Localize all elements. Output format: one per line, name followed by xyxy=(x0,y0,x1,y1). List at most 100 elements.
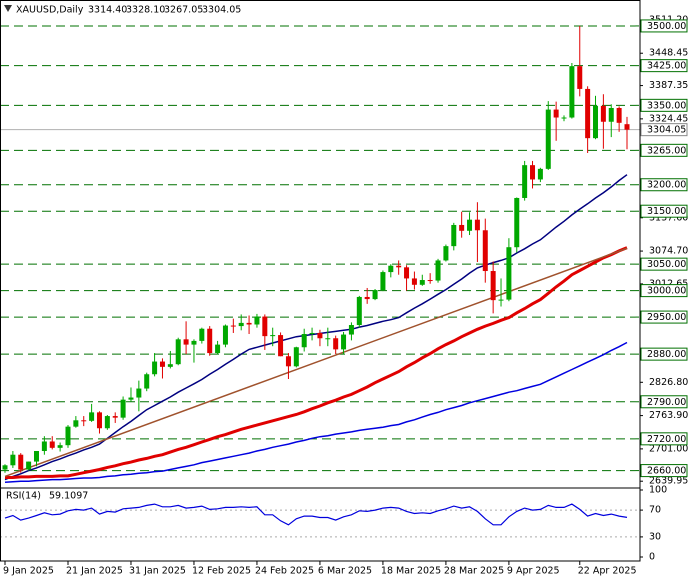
level-box xyxy=(640,143,688,157)
candle-body xyxy=(128,397,134,400)
level-label: 3350.00 xyxy=(647,100,686,111)
level-box xyxy=(640,178,688,192)
x-tick-label: 9 Jan 2025 xyxy=(3,566,54,577)
candle-body xyxy=(372,290,378,300)
level-label: 3500.00 xyxy=(647,21,686,32)
candle-body xyxy=(608,107,614,122)
candle-body xyxy=(2,465,8,470)
candle-body xyxy=(333,338,339,350)
level-label: 2720.00 xyxy=(647,434,686,445)
candle-body xyxy=(175,339,181,365)
candle-body xyxy=(561,117,567,119)
candle-body xyxy=(467,219,473,231)
trendline xyxy=(4,247,628,478)
candle-body xyxy=(191,340,197,345)
level-box xyxy=(640,98,688,112)
level-box xyxy=(640,257,688,271)
candle-body xyxy=(380,272,386,291)
level-label: 3150.00 xyxy=(647,206,686,217)
level-label: 3050.00 xyxy=(647,259,686,270)
candle-body xyxy=(81,420,87,422)
candle-body xyxy=(238,322,244,327)
candle-body xyxy=(262,316,268,337)
candle-body xyxy=(341,334,347,350)
candle-body xyxy=(364,296,370,300)
level-box xyxy=(640,59,688,73)
candle-body xyxy=(293,347,299,367)
candle-body xyxy=(490,271,496,301)
candle-body xyxy=(388,265,394,273)
y-tick-label: 3387.35 xyxy=(649,80,688,91)
candle-body xyxy=(514,197,520,248)
y-tick-label: 3137.60 xyxy=(649,212,688,223)
rsi-tick-label: 100 xyxy=(649,485,667,496)
candle-body xyxy=(577,66,583,89)
level-label: 2790.00 xyxy=(647,397,686,408)
candle-body xyxy=(569,66,575,118)
symbol-icon xyxy=(4,5,12,12)
candle-body xyxy=(356,296,362,326)
candle-body xyxy=(41,441,47,452)
candle-body xyxy=(545,109,551,169)
y-tick-label: 2639.95 xyxy=(649,476,688,487)
candle-body xyxy=(474,219,480,231)
candle-body xyxy=(443,246,449,261)
candle-body xyxy=(167,364,173,367)
rsi-tick-label: 30 xyxy=(649,531,661,542)
level-label: 3265.00 xyxy=(647,145,686,156)
candle-body xyxy=(624,124,630,130)
y-tick-label: 3012.65 xyxy=(649,278,688,289)
candle-body xyxy=(325,338,331,340)
candle-body xyxy=(89,412,95,421)
y-tick-label: 3448.45 xyxy=(649,48,688,59)
candle-body xyxy=(301,334,307,348)
rsi-tick-label: 0 xyxy=(649,552,655,563)
candle-body xyxy=(270,335,276,337)
x-tick-label: 18 Mar 2025 xyxy=(381,566,441,577)
rsi-title: RSI(14) xyxy=(6,491,41,502)
rsi-tick-label: 70 xyxy=(649,505,661,516)
candle-body xyxy=(348,325,354,335)
candle-body xyxy=(427,280,433,282)
chart-title: XAUUSD,Daily xyxy=(16,5,84,16)
candle-body xyxy=(309,332,315,335)
candle-body xyxy=(215,344,221,354)
candle-body xyxy=(207,328,213,354)
y-tick-label: 3074.70 xyxy=(649,246,688,257)
candle-body xyxy=(585,88,591,139)
level-label: 3425.00 xyxy=(647,61,686,72)
candle-body xyxy=(18,454,24,470)
x-tick-label: 31 Jan 2025 xyxy=(129,566,186,577)
x-tick-label: 28 Mar 2025 xyxy=(444,566,504,577)
x-tick-label: 6 Mar 2025 xyxy=(318,566,372,577)
x-tick-label: 12 Feb 2025 xyxy=(192,566,251,577)
candle-body xyxy=(49,441,55,448)
candle-body xyxy=(73,420,79,427)
candle-body xyxy=(506,247,512,300)
candle-body xyxy=(136,388,142,398)
candle-body xyxy=(404,267,410,279)
level-box xyxy=(640,395,688,409)
moving-average xyxy=(4,341,628,483)
candle-body xyxy=(96,412,102,429)
x-tick-label: 21 Jan 2025 xyxy=(66,566,123,577)
level-label: 3200.00 xyxy=(647,180,686,191)
candle-body xyxy=(33,451,39,462)
candle-body xyxy=(183,339,189,345)
level-box xyxy=(640,204,688,218)
candle-body xyxy=(10,454,16,466)
moving-average xyxy=(4,174,628,481)
level-box xyxy=(640,432,688,446)
candle-body xyxy=(419,280,425,285)
candle-body xyxy=(112,416,118,418)
candle-body xyxy=(522,165,528,198)
candle-body xyxy=(593,105,599,139)
candle-body xyxy=(285,356,291,367)
candle-body xyxy=(498,299,504,301)
level-box xyxy=(640,347,688,361)
current-price-label: 3304.05 xyxy=(647,125,686,136)
candle-body xyxy=(26,461,32,470)
current-price-box xyxy=(640,123,688,137)
